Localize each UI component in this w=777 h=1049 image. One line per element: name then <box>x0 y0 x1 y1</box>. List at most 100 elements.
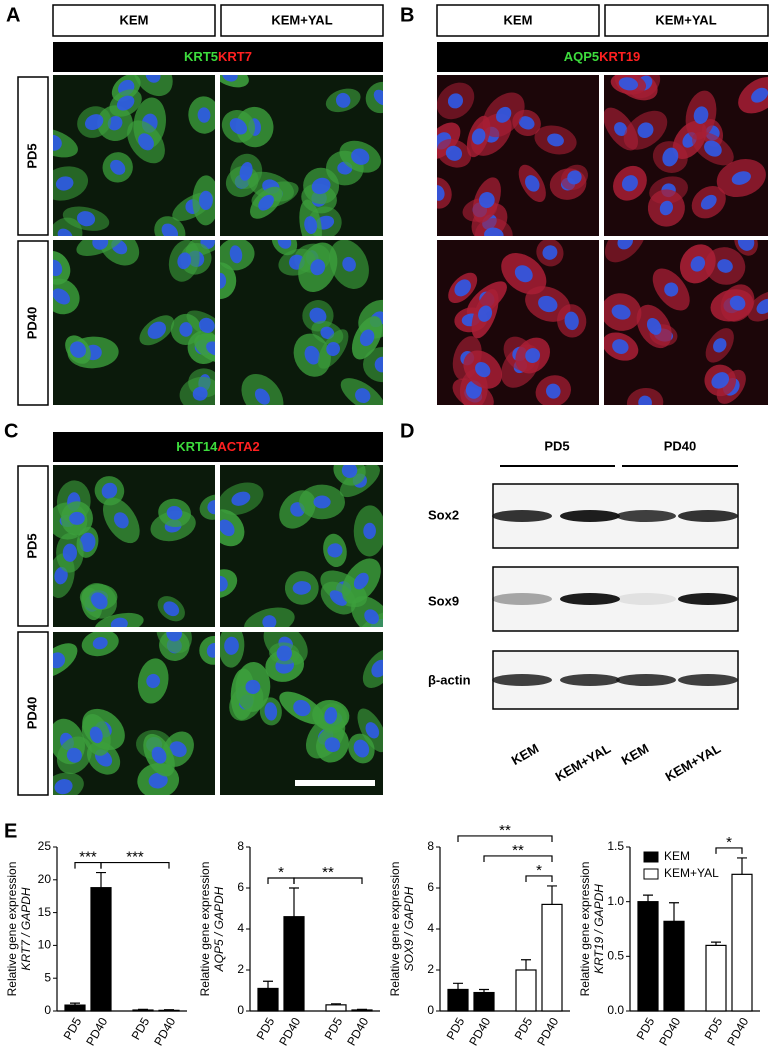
x-tick-label: PD5 <box>322 1015 346 1042</box>
nucleus <box>475 362 491 378</box>
nucleus <box>484 227 504 236</box>
y-axis-label: Relative gene expression <box>388 862 402 997</box>
nucleus <box>478 192 495 209</box>
nucleus <box>110 159 126 175</box>
y-tick-label: 4 <box>427 921 434 935</box>
x-tick-label: PD5 <box>129 1015 153 1042</box>
micrograph <box>604 75 768 236</box>
bar <box>351 1009 373 1012</box>
blot-label: Sox2 <box>428 507 459 522</box>
nucleus <box>53 652 66 669</box>
x-tick-label: PD40 <box>466 1015 493 1048</box>
x-tick-label: PD40 <box>724 1015 751 1048</box>
micrograph <box>437 75 599 236</box>
y-tick-label: 20 <box>38 872 52 886</box>
micrograph <box>53 75 215 236</box>
scale-bar <box>295 780 375 786</box>
lane-label: KEM <box>619 741 652 768</box>
nucleus <box>713 338 727 353</box>
nucleus <box>55 176 74 191</box>
nucleus <box>711 372 730 389</box>
y-tick-label: 0 <box>44 1003 51 1017</box>
error-bar <box>70 1002 80 1006</box>
lane-label: KEM <box>509 741 542 768</box>
nucleus <box>542 245 558 260</box>
error-bar <box>164 1009 174 1011</box>
row-header: PD40 <box>24 307 39 340</box>
micrograph <box>220 465 383 627</box>
nucleus <box>293 699 311 717</box>
blot-band <box>678 593 738 605</box>
column-header: KEM <box>120 12 149 27</box>
nucleus <box>611 304 631 320</box>
significance-bracket <box>100 861 170 869</box>
blot-band <box>616 674 676 686</box>
nucleus <box>292 581 312 595</box>
bar <box>158 1009 180 1012</box>
significance-label: * <box>726 834 732 851</box>
nucleus <box>538 295 558 313</box>
y-tick-label: 5 <box>44 970 51 984</box>
blot-band <box>560 674 620 686</box>
error-bar <box>138 1008 148 1011</box>
nucleus <box>756 298 768 315</box>
error-bar <box>669 902 679 922</box>
nucleus <box>84 114 104 131</box>
nucleus <box>327 543 343 558</box>
nucleus <box>751 87 768 103</box>
nucleus <box>359 329 375 347</box>
error-bar <box>479 988 489 993</box>
header-box <box>436 4 600 37</box>
significance-bracket <box>715 847 743 854</box>
nucleus <box>567 170 582 185</box>
bar <box>64 1004 86 1012</box>
y-tick-label: 4 <box>237 921 244 935</box>
bar <box>731 873 753 1012</box>
x-tick-label: PD5 <box>702 1015 726 1042</box>
nucleus <box>445 145 463 161</box>
nucleus <box>365 722 380 739</box>
micrograph <box>437 240 599 405</box>
nucleus <box>145 75 161 83</box>
legend-swatch <box>643 868 659 880</box>
nucleus <box>309 307 327 324</box>
significance-label: * <box>536 862 542 879</box>
bar <box>705 944 727 1012</box>
nucleus <box>454 279 471 297</box>
y-tick-label: 2 <box>427 962 434 976</box>
nucleus <box>612 339 629 354</box>
group-label: PD5 <box>544 438 569 453</box>
error-bar <box>547 885 557 905</box>
nucleus <box>646 317 662 335</box>
nucleus <box>54 779 73 795</box>
stain-red: KRT7 <box>218 49 252 64</box>
stain-label: KRT14ACTA2 <box>176 439 260 454</box>
blot-label: Sox9 <box>428 593 459 608</box>
nucleus <box>371 659 383 678</box>
stain-label: AQP5KRT19 <box>564 49 641 64</box>
y-tick-label: 8 <box>427 839 434 853</box>
y-tick-label: 0 <box>427 1003 434 1017</box>
nucleus <box>729 295 746 311</box>
blot-band <box>492 593 552 605</box>
nucleus <box>478 305 493 322</box>
significance-label: *** <box>79 849 97 866</box>
nucleus <box>66 747 82 763</box>
nucleus <box>704 140 722 157</box>
significance-bracket <box>457 835 553 842</box>
nucleus <box>79 532 96 553</box>
nucleus <box>547 133 564 147</box>
nucleus <box>101 482 118 499</box>
y-axis-label: Relative gene expression <box>198 862 212 997</box>
error-bar <box>737 857 747 875</box>
nucleus <box>262 615 277 627</box>
nucleus <box>437 185 445 201</box>
nucleus <box>717 259 733 273</box>
nucleus <box>222 75 238 82</box>
y-tick-label: 1.5 <box>607 839 624 853</box>
nucleus <box>62 543 78 562</box>
panel-label: A <box>6 4 20 26</box>
blots <box>492 483 739 710</box>
nucleus <box>525 348 541 363</box>
group-label: PD40 <box>664 438 697 453</box>
